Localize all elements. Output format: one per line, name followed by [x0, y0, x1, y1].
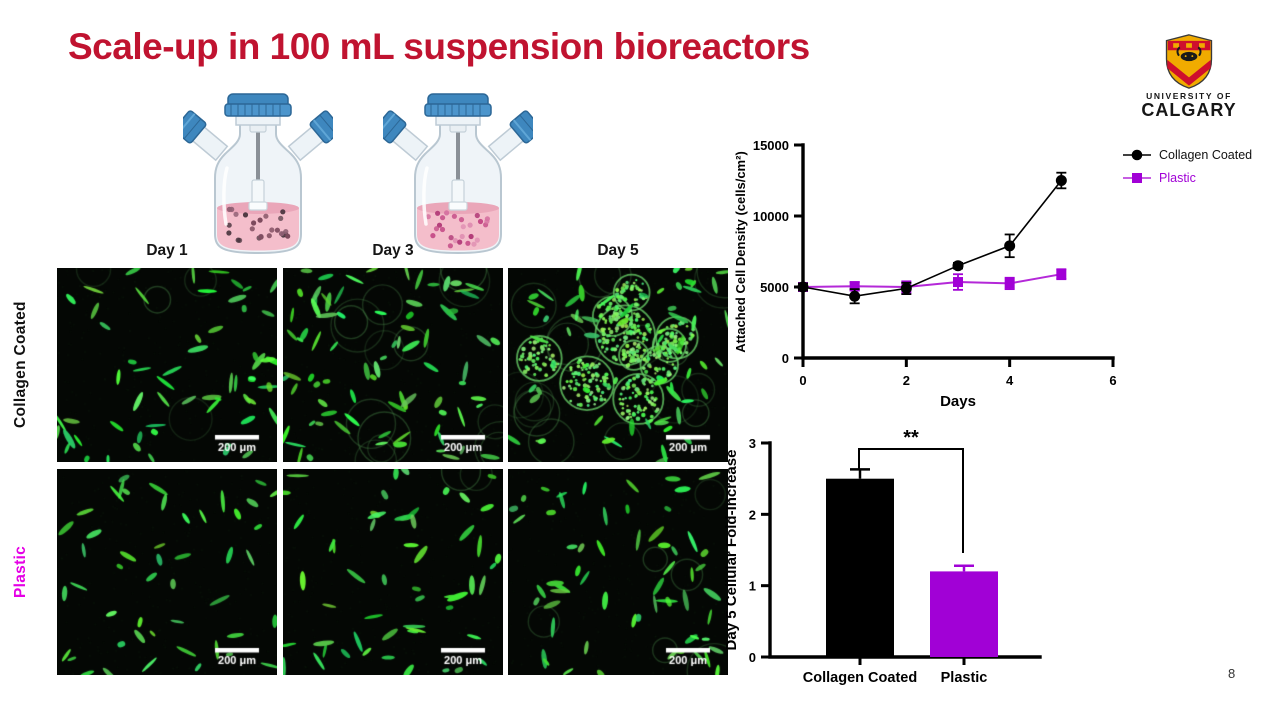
slide-title: Scale-up in 100 mL suspension bioreactor…	[68, 26, 810, 67]
svg-text:6: 6	[1109, 373, 1116, 388]
svg-text:Days: Days	[940, 393, 976, 410]
ucalgary-crest-icon	[1165, 34, 1213, 89]
svg-text:1: 1	[749, 579, 756, 594]
legend-marker-circle-icon	[1123, 149, 1151, 160]
fold-increase-bar-chart: 0 1 2 3 Collagen Coated Plastic Day 5 Cellular…	[722, 424, 1052, 714]
micrograph-plastic-day5	[508, 469, 728, 675]
svg-text:2: 2	[903, 373, 910, 388]
column-header-day5: Day 5	[597, 242, 639, 259]
svg-text:0: 0	[799, 373, 806, 388]
svg-text:Plastic: Plastic	[941, 670, 988, 686]
micrograph-plastic-day3	[283, 469, 503, 675]
svg-text:**: **	[903, 427, 919, 449]
svg-text:3: 3	[749, 436, 756, 451]
svg-text:0: 0	[782, 351, 789, 366]
svg-text:10000: 10000	[753, 209, 789, 224]
svg-text:4: 4	[1006, 373, 1014, 388]
ucalgary-logo: UNIVERSITY OF CALGARY	[1134, 34, 1244, 121]
logo-text-calgary: CALGARY	[1141, 100, 1237, 120]
column-header-day3: Day 3	[372, 242, 414, 259]
logo-text-university-of: UNIVERSITY OF	[1146, 91, 1232, 101]
svg-text:Attached Cell Density (cells/c: Attached Cell Density (cells/cm²)	[733, 151, 748, 353]
column-header-day1: Day 1	[146, 242, 188, 259]
micrograph-plastic-day1	[57, 469, 277, 675]
svg-text:2: 2	[749, 507, 756, 522]
svg-text:5000: 5000	[760, 280, 789, 295]
legend-marker-square-icon	[1123, 172, 1151, 183]
legend-item-plastic: Plastic	[1122, 166, 1252, 189]
row-label-collagen-coated: Collagen Coated	[12, 301, 29, 429]
legend-item-collagen-coated: Collagen Coated	[1122, 143, 1252, 166]
svg-text:Collagen Coated: Collagen Coated	[803, 670, 917, 686]
line-chart-legend: Collagen Coated Plastic	[1122, 143, 1252, 189]
svg-text:Day 5 Cellular Fold-Increase: Day 5 Cellular Fold-Increase	[723, 450, 740, 651]
legend-label-collagen-coated: Collagen Coated	[1159, 147, 1253, 162]
legend-label-plastic: Plastic	[1159, 170, 1196, 185]
bioreactor-flask-day3	[383, 93, 533, 255]
svg-text:0: 0	[749, 650, 756, 665]
row-label-plastic: Plastic	[12, 545, 29, 599]
attached-cell-density-line-chart: 0 5000 10000 15000 0 2 4 6 Days Attached Cell Den…	[730, 125, 1140, 410]
micrograph-collagen-day1	[57, 268, 277, 462]
micrograph-collagen-day5	[508, 268, 728, 462]
svg-text:15000: 15000	[753, 138, 789, 153]
micrograph-collagen-day3	[283, 268, 503, 462]
bioreactor-flask-day1	[183, 93, 333, 255]
page-number: 8	[1228, 666, 1236, 681]
